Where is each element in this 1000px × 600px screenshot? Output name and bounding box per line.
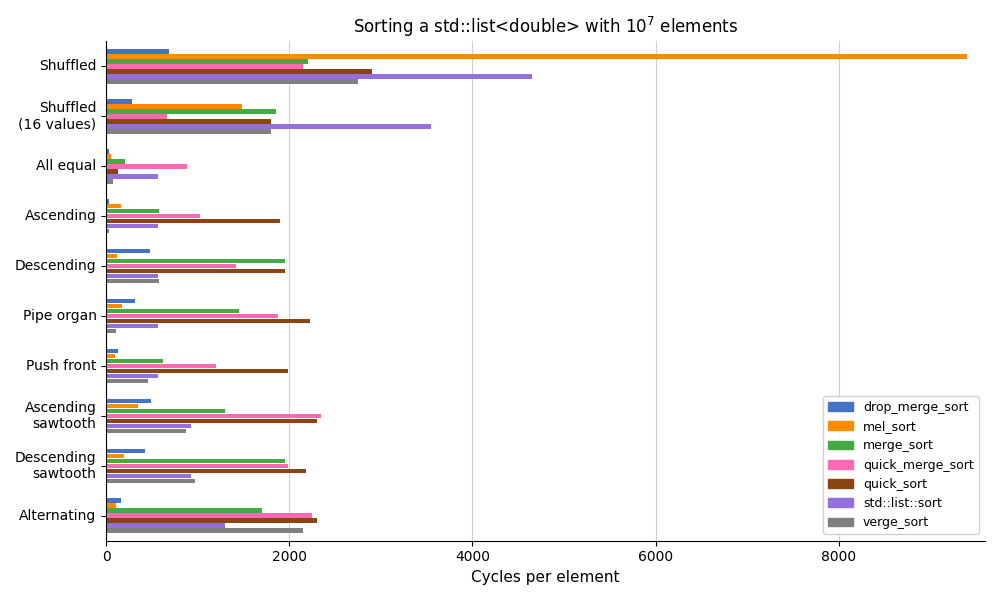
Bar xyxy=(106,314,278,319)
Bar xyxy=(106,54,967,59)
Bar xyxy=(106,49,169,54)
Bar xyxy=(106,269,285,274)
Bar xyxy=(106,279,159,283)
Bar xyxy=(106,508,262,513)
Bar xyxy=(106,523,225,528)
Bar xyxy=(106,329,116,334)
Bar xyxy=(106,454,124,458)
Bar xyxy=(106,204,121,208)
Bar xyxy=(106,179,113,184)
Bar xyxy=(106,464,288,468)
Bar xyxy=(106,309,239,313)
Bar xyxy=(106,324,158,328)
Bar xyxy=(106,159,125,164)
Bar xyxy=(106,529,303,533)
Bar xyxy=(106,129,271,134)
Bar xyxy=(106,69,372,74)
Bar xyxy=(106,413,321,418)
Bar xyxy=(106,149,109,154)
Bar xyxy=(106,64,303,68)
Bar xyxy=(106,449,145,453)
Bar xyxy=(106,368,288,373)
Bar xyxy=(106,99,132,104)
Bar xyxy=(106,409,225,413)
Bar xyxy=(106,404,138,408)
Bar xyxy=(106,364,216,368)
Bar xyxy=(106,319,310,323)
Bar xyxy=(106,74,532,79)
Bar xyxy=(106,514,312,518)
Bar xyxy=(106,169,118,173)
Bar xyxy=(106,274,158,278)
Bar xyxy=(106,214,200,218)
Bar xyxy=(106,259,285,263)
Bar xyxy=(106,428,186,433)
Bar xyxy=(106,59,308,64)
Bar xyxy=(106,119,271,124)
Bar xyxy=(106,209,159,214)
Bar xyxy=(106,379,148,383)
Title: Sorting a std::list<double> with $10^7$ elements: Sorting a std::list<double> with $10^7$ … xyxy=(353,15,738,39)
Bar xyxy=(106,254,117,259)
Bar xyxy=(106,114,167,119)
Bar xyxy=(106,518,317,523)
Bar xyxy=(106,124,431,128)
Bar xyxy=(106,499,121,503)
Bar xyxy=(106,219,280,223)
Bar xyxy=(106,419,317,423)
Bar xyxy=(106,249,150,253)
Bar xyxy=(106,299,135,304)
Bar xyxy=(106,398,151,403)
Bar xyxy=(106,304,122,308)
X-axis label: Cycles per element: Cycles per element xyxy=(471,570,620,585)
Bar xyxy=(106,229,109,233)
Bar xyxy=(106,458,285,463)
Bar xyxy=(106,224,158,229)
Bar xyxy=(106,264,236,268)
Bar xyxy=(106,374,158,378)
Bar xyxy=(106,349,118,353)
Bar xyxy=(106,424,191,428)
Bar xyxy=(106,174,158,179)
Bar xyxy=(106,109,276,113)
Bar xyxy=(106,473,191,478)
Bar xyxy=(106,353,115,358)
Legend: drop_merge_sort, mel_sort, merge_sort, quick_merge_sort, quick_sort, std::list::: drop_merge_sort, mel_sort, merge_sort, q… xyxy=(823,396,979,535)
Bar xyxy=(106,79,358,83)
Bar xyxy=(106,503,116,508)
Bar xyxy=(106,359,163,363)
Bar xyxy=(106,104,242,109)
Bar xyxy=(106,154,111,158)
Bar xyxy=(106,164,187,169)
Bar xyxy=(106,199,109,203)
Bar xyxy=(106,469,306,473)
Bar xyxy=(106,479,195,483)
